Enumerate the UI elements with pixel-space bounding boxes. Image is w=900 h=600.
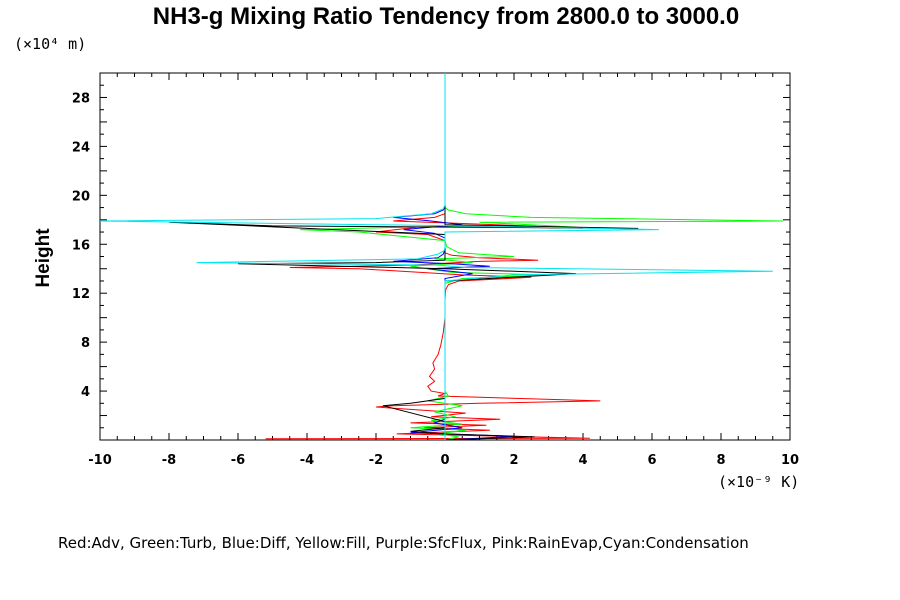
x-tick-label: -4 (300, 453, 314, 468)
y-tick-label: 16 (72, 238, 90, 253)
y-tick-label: 20 (72, 189, 90, 204)
x-tick-label: -10 (88, 453, 112, 468)
x-tick-label: -8 (162, 453, 176, 468)
y-axis-label: Height (33, 228, 54, 288)
y-tick-label: 24 (72, 140, 90, 155)
series-line-condensation (99, 73, 773, 440)
x-tick-labels: -10 -8 -6 -4 -2 0 2 4 6 8 10 (88, 453, 799, 468)
series-group (99, 73, 784, 441)
chart-title: NH3-g Mixing Ratio Tendency from 2800.0 … (153, 3, 739, 30)
series-line-turb (300, 73, 784, 441)
x-tick-label: 4 (578, 453, 587, 468)
x-tick-label: 2 (509, 453, 518, 468)
x-unit-label: (×10⁻⁹ K) (718, 473, 799, 491)
x-tick-label: -2 (369, 453, 383, 468)
y-unit-label: (×10⁴ m) (14, 35, 86, 53)
y-tick-label: 8 (81, 336, 90, 351)
series-line-black (168, 73, 639, 441)
y-tick-label: 28 (72, 91, 90, 106)
x-tick-label: 10 (781, 453, 799, 468)
y-tick-label: 4 (81, 385, 90, 400)
y-tick-label: 12 (72, 287, 90, 302)
series-line-adv (265, 73, 601, 440)
legend-text: Red:Adv, Green:Turb, Blue:Diff, Yellow:F… (58, 534, 749, 552)
series-line-diff (393, 73, 515, 441)
x-tick-label: 0 (440, 453, 449, 468)
axis-ticks (99, 72, 791, 441)
y-tick-labels: 4 8 12 16 20 24 28 (72, 91, 90, 400)
x-tick-label: -6 (231, 453, 245, 468)
x-tick-label: 8 (716, 453, 725, 468)
x-tick-label: 6 (647, 453, 656, 468)
